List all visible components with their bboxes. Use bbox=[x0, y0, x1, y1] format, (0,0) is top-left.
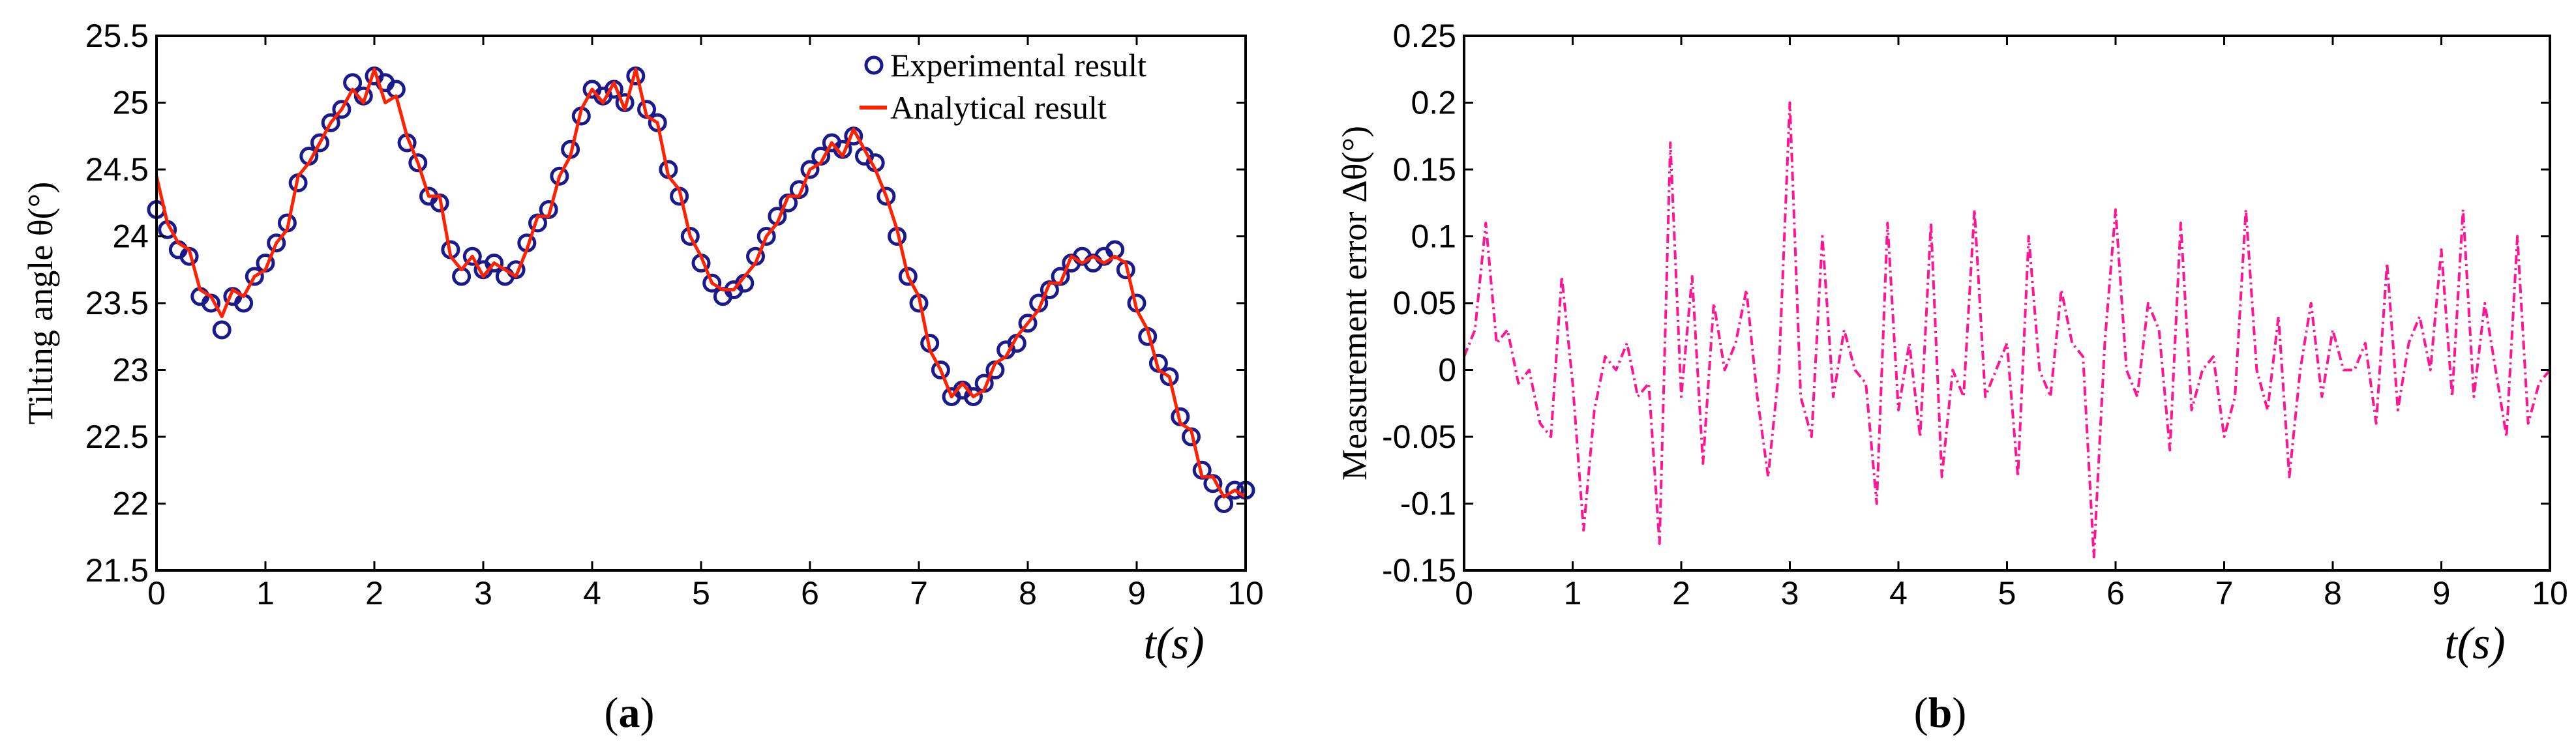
a-experimental-point bbox=[898, 267, 918, 286]
b-caption: (b) bbox=[1914, 689, 1967, 737]
b-y-tick-label: 0.15 bbox=[1393, 151, 1456, 188]
b-y-axis-label: Measurement error Δθ(°) bbox=[1335, 126, 1374, 480]
a-experimental-point bbox=[485, 254, 504, 272]
a-experimental-point bbox=[332, 100, 352, 119]
a-experimental-point bbox=[931, 361, 950, 379]
a-experimental-point bbox=[756, 227, 776, 246]
b-x-axis-label: t(s) bbox=[2444, 619, 2505, 669]
a-experimental-point bbox=[550, 166, 569, 186]
a-legend: Experimental result Analytical result bbox=[860, 47, 1146, 126]
b-x-tick-label: 4 bbox=[1889, 575, 1908, 611]
a-x-tick-label: 9 bbox=[1128, 575, 1146, 611]
a-y-tick-label: 22.5 bbox=[85, 419, 149, 455]
a-experimental-point bbox=[876, 186, 896, 206]
a-experimental-point bbox=[1160, 367, 1179, 387]
b-y-tick-label: 0.1 bbox=[1411, 218, 1456, 255]
a-legend-label-analytical: Analytical result bbox=[890, 89, 1107, 126]
a-legend-marker-experimental bbox=[864, 55, 884, 75]
a-x-tick-label: 4 bbox=[583, 575, 601, 611]
b-x-tick-label: 0 bbox=[1455, 575, 1473, 611]
b-plot-area bbox=[1463, 35, 2551, 572]
b-y-tick-label: 0.2 bbox=[1411, 85, 1456, 121]
a-x-axis-label: t(s) bbox=[1143, 619, 1204, 669]
a-experimental-point bbox=[321, 113, 340, 132]
b-y-tick-label: -0.15 bbox=[1382, 552, 1456, 589]
a-experimental-point bbox=[408, 153, 428, 173]
b-y-tick-label: 0 bbox=[1438, 352, 1456, 389]
a-experimental-point bbox=[702, 273, 722, 293]
a-caption-close: ) bbox=[640, 689, 655, 737]
b-x-tick-label: 10 bbox=[2532, 575, 2568, 611]
a-y-tick-label: 25 bbox=[112, 85, 149, 121]
b-x-tick-label: 5 bbox=[1998, 575, 2016, 611]
a-experimental-point bbox=[964, 387, 983, 406]
a-x-tick-label: 6 bbox=[801, 575, 819, 611]
b-axes: 0 1 2 3 4 5 6 7 8 9 10 -0.15 -0.1 -0.05 0 0.05 0.1 0.15 0.… bbox=[1382, 18, 2568, 611]
a-caption-letter: a bbox=[619, 689, 640, 737]
b-error-line bbox=[1463, 101, 2551, 559]
a-y-axis-label: Tilting angle θ(°) bbox=[21, 182, 60, 424]
a-caption: (a) bbox=[605, 689, 655, 737]
a-y-tick-label: 22 bbox=[112, 486, 149, 522]
b-y-tick-label: 0.05 bbox=[1393, 285, 1456, 321]
a-x-tick-label: 3 bbox=[474, 575, 492, 611]
a-data-marks bbox=[147, 66, 1255, 513]
b-caption-close: ) bbox=[1952, 689, 1966, 737]
a-analytical-line bbox=[155, 67, 1247, 499]
a-y-tick-label: 23.5 bbox=[85, 285, 149, 321]
a-y-tick-label: 21.5 bbox=[85, 552, 149, 589]
panel-a-chart: 0 1 2 3 4 5 6 7 8 9 1021.52222.52323.52424.52525.5… bbox=[21, 18, 1264, 737]
b-caption-letter: b bbox=[1928, 689, 1953, 737]
b-caption-open: ( bbox=[1914, 689, 1928, 737]
a-experimental-point bbox=[245, 267, 264, 286]
a-experimental-point bbox=[1018, 314, 1038, 333]
panel-b-chart: 0 1 2 3 4 5 6 7 8 9 10 -0.15 -0.1 -0.05 0 0.05 0.1 0.15 0.… bbox=[1335, 18, 2568, 737]
a-legend-label-experimental: Experimental result bbox=[890, 47, 1146, 83]
a-x-tick-label: 2 bbox=[365, 575, 383, 611]
b-x-tick-label: 9 bbox=[2433, 575, 2451, 611]
b-x-tick-label: 7 bbox=[2215, 575, 2234, 611]
b-y-tick-label: -0.1 bbox=[1400, 486, 1456, 522]
a-experimental-point bbox=[680, 227, 700, 246]
a-y-tick-label: 24.5 bbox=[85, 151, 149, 188]
b-x-tick-label: 6 bbox=[2106, 575, 2125, 611]
a-experimental-point bbox=[212, 320, 232, 340]
a-experimental-point bbox=[800, 160, 820, 179]
a-experimental-point bbox=[462, 246, 482, 266]
b-x-tick-label: 1 bbox=[1564, 575, 1582, 611]
a-caption-open: ( bbox=[605, 689, 619, 737]
a-x-tick-label: 5 bbox=[692, 575, 710, 611]
a-x-tick-label: 0 bbox=[147, 575, 166, 611]
a-x-tick-label: 7 bbox=[910, 575, 928, 611]
b-x-tick-label: 8 bbox=[2324, 575, 2342, 611]
b-data-marks bbox=[1463, 101, 2551, 559]
a-y-tick-label: 24 bbox=[112, 218, 149, 255]
a-y-tick-label: 23 bbox=[112, 352, 149, 389]
a-experimental-point bbox=[1225, 480, 1244, 500]
a-experimental-point bbox=[267, 233, 286, 253]
a-y-tick-label: 25.5 bbox=[85, 18, 149, 54]
b-y-tick-label: 0.25 bbox=[1393, 18, 1456, 54]
a-x-tick-label: 8 bbox=[1019, 575, 1037, 611]
a-x-tick-label: 10 bbox=[1227, 575, 1264, 611]
b-x-tick-label: 2 bbox=[1672, 575, 1690, 611]
a-x-tick-label: 1 bbox=[256, 575, 275, 611]
b-x-tick-label: 3 bbox=[1781, 575, 1799, 611]
b-y-tick-label: -0.05 bbox=[1382, 419, 1456, 455]
a-experimental-point bbox=[310, 133, 329, 153]
